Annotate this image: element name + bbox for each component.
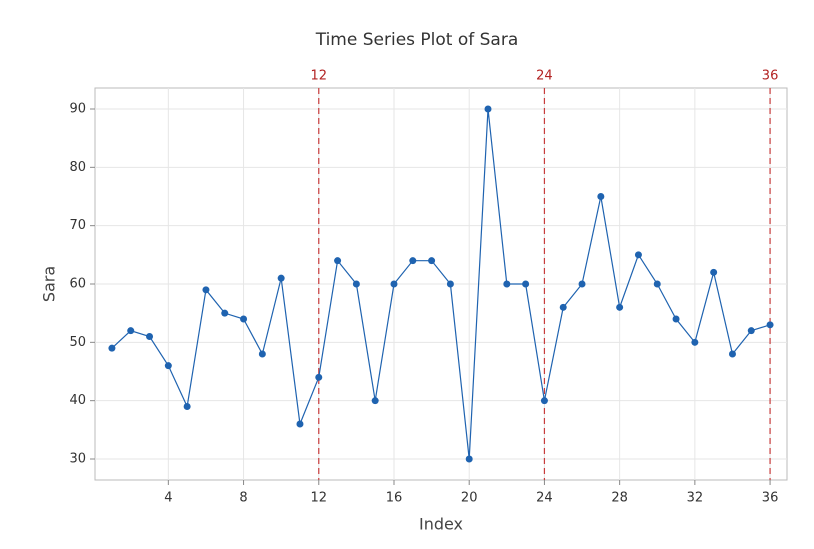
data-point	[503, 280, 511, 288]
data-point	[240, 315, 248, 323]
data-point	[578, 280, 586, 288]
data-point	[672, 315, 680, 323]
data-point	[428, 257, 436, 265]
data-point	[766, 321, 774, 329]
data-point	[559, 303, 567, 311]
reference-label: 12	[310, 69, 327, 84]
data-point	[296, 420, 304, 428]
data-point	[616, 303, 624, 311]
data-point	[390, 280, 398, 288]
x-tick-label: 4	[164, 491, 172, 506]
chart-title: Time Series Plot of Sara	[315, 30, 519, 50]
data-point	[258, 350, 266, 358]
x-axis-label: Index	[419, 515, 463, 534]
data-point	[127, 327, 135, 335]
data-point	[465, 455, 473, 463]
x-tick-label: 36	[762, 491, 779, 506]
data-point	[540, 397, 548, 405]
y-tick-label: 70	[69, 218, 86, 233]
x-tick-label: 12	[310, 491, 327, 506]
reference-label: 24	[536, 69, 553, 84]
data-point	[747, 327, 755, 335]
y-tick-label: 90	[69, 102, 86, 117]
y-tick-label: 50	[69, 335, 86, 350]
data-point	[691, 338, 699, 346]
data-point	[108, 344, 116, 352]
reference-label: 36	[762, 69, 779, 84]
data-point	[446, 280, 454, 288]
data-point	[597, 193, 605, 200]
data-point	[277, 274, 285, 282]
series-line	[111, 108, 771, 460]
y-tick-label: 60	[69, 277, 86, 292]
x-tick-label: 16	[386, 491, 403, 506]
data-point	[202, 286, 210, 294]
x-tick-label: 28	[611, 491, 628, 506]
data-point	[522, 280, 530, 288]
data-point	[634, 251, 642, 259]
data-point	[334, 257, 342, 265]
data-point	[315, 373, 323, 381]
data-point	[146, 333, 154, 340]
data-point	[221, 309, 229, 317]
data-point	[409, 257, 417, 265]
data-point	[710, 268, 718, 276]
x-tick-label: 8	[239, 491, 247, 506]
y-axis-label: Sara	[40, 266, 59, 302]
x-tick-label: 20	[461, 491, 478, 506]
data-point	[653, 280, 661, 288]
data-point	[183, 403, 191, 410]
data-point	[728, 350, 736, 358]
data-point	[371, 397, 379, 405]
data-point	[164, 362, 172, 370]
data-point	[352, 280, 360, 288]
y-tick-label: 40	[69, 393, 86, 408]
y-tick-label: 30	[69, 452, 86, 467]
data-point	[484, 105, 492, 113]
x-tick-label: 24	[536, 491, 553, 506]
y-tick-label: 80	[69, 160, 86, 175]
x-tick-label: 32	[687, 491, 704, 506]
